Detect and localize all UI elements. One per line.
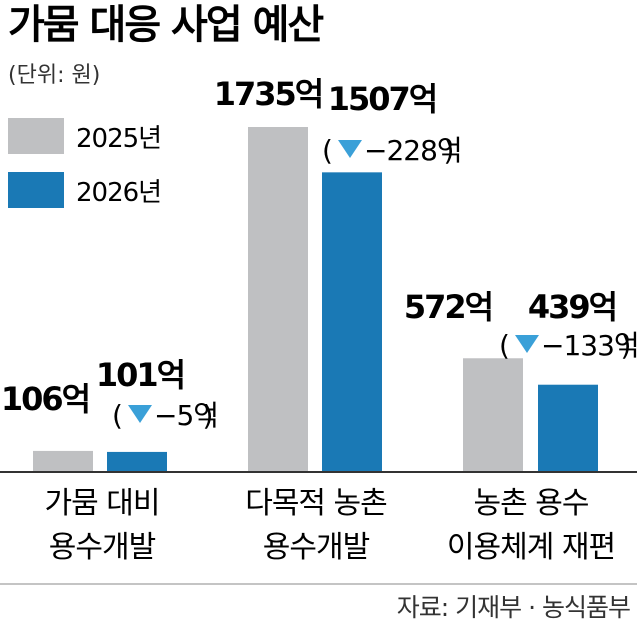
value-label-0-1: 1735억 <box>214 75 323 113</box>
value-label-1-2: 439억 <box>528 288 616 326</box>
value-label-1-0: 101억 <box>96 356 184 394</box>
legend-swatch-1 <box>8 172 64 208</box>
value-label-1-1: 1507억 <box>328 80 437 118</box>
category-label-0-1: 용수개발 <box>49 530 156 565</box>
change-close-paren: ) <box>444 134 454 167</box>
legend-label-1: 2026년 <box>76 178 161 208</box>
legend-swatch-0 <box>8 118 64 154</box>
category-label-1-1: 용수개발 <box>263 530 370 565</box>
bar-1-0 <box>107 451 167 472</box>
down-triangle-icon <box>338 140 362 158</box>
change-label-0: ( −5억) <box>112 399 219 432</box>
change-value: −5억 <box>154 399 218 432</box>
change-open-paren: ( <box>499 329 509 362</box>
bar-0-0 <box>33 450 93 472</box>
value-labels: 106억1735억572억101억1507억439억(−5억)(−228억)(−… <box>1 75 637 432</box>
source-note: 자료: 기재부 · 농식품부 <box>397 593 630 622</box>
change-value: −133억 <box>541 329 637 362</box>
down-triangle-icon <box>128 405 152 423</box>
category-label-0-0: 가뭄 대비 <box>45 486 160 521</box>
bar-0-1 <box>248 127 308 472</box>
bars <box>33 127 598 473</box>
change-open-paren: ( <box>112 399 122 432</box>
value-label-0-0: 106억 <box>1 380 89 418</box>
chart-title: 가뭄 대응 사업 예산 <box>8 2 324 48</box>
legend: 2025년 2026년 <box>8 118 162 208</box>
down-triangle-icon <box>515 335 539 353</box>
bar-1-1 <box>322 172 382 473</box>
change-open-paren: ( <box>322 134 332 167</box>
bar-1-2 <box>538 384 598 472</box>
change-value: −228억 <box>364 134 462 167</box>
change-close-paren: ) <box>203 399 213 432</box>
legend-label-0: 2025년 <box>76 124 161 154</box>
value-label-0-2: 572억 <box>404 288 492 326</box>
category-label-2-1: 이용체계 재편 <box>447 530 615 565</box>
category-label-1-0: 다목적 농촌 <box>245 486 387 521</box>
change-close-paren: ) <box>621 329 631 362</box>
bar-0-2 <box>463 358 523 472</box>
category-label-2-0: 농촌 용수 <box>474 486 589 521</box>
change-label-2: ( −133억) <box>499 329 637 362</box>
change-label-1: ( −228억) <box>322 134 463 167</box>
unit-label: (단위: 원) <box>8 63 100 88</box>
